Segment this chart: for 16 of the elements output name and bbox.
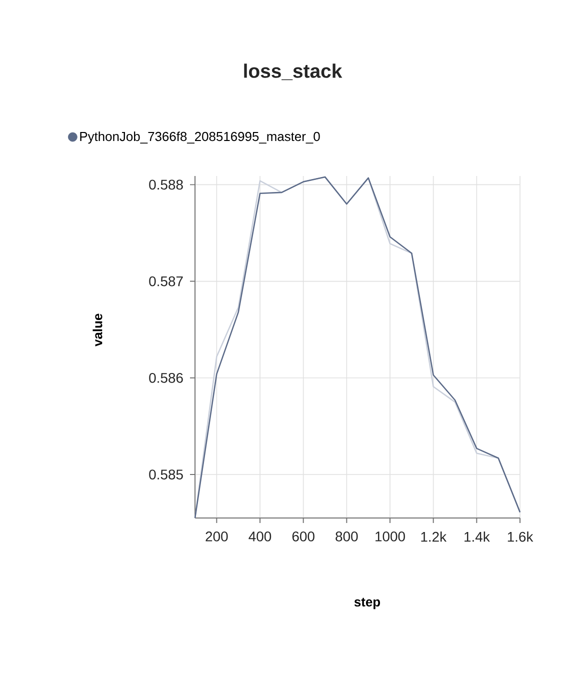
x-tick-label: 800: [336, 532, 358, 542]
y-tick-label: 0.588: [149, 180, 183, 190]
y-tick-label: 0.585: [149, 470, 183, 480]
x-tick-label: 1.6k: [508, 532, 534, 542]
legend-label: PythonJob_7366f8_208516995_master_0: [80, 132, 320, 144]
chart-title: loss_stack: [244, 64, 342, 80]
x-tick-label: 400: [248, 532, 272, 542]
x-tick-label: 1.2k: [421, 532, 447, 542]
x-tick-label: 600: [292, 532, 314, 542]
y-tick-label: 0.587: [149, 276, 183, 286]
x-tick-label: 1000: [376, 532, 405, 542]
x-tick-label: 200: [206, 532, 228, 542]
y-tick-label: 0.586: [149, 372, 183, 383]
x-tick-label: 1.4k: [464, 532, 490, 542]
y-axis-title: value: [92, 314, 102, 346]
x-axis-title: step: [354, 598, 380, 610]
